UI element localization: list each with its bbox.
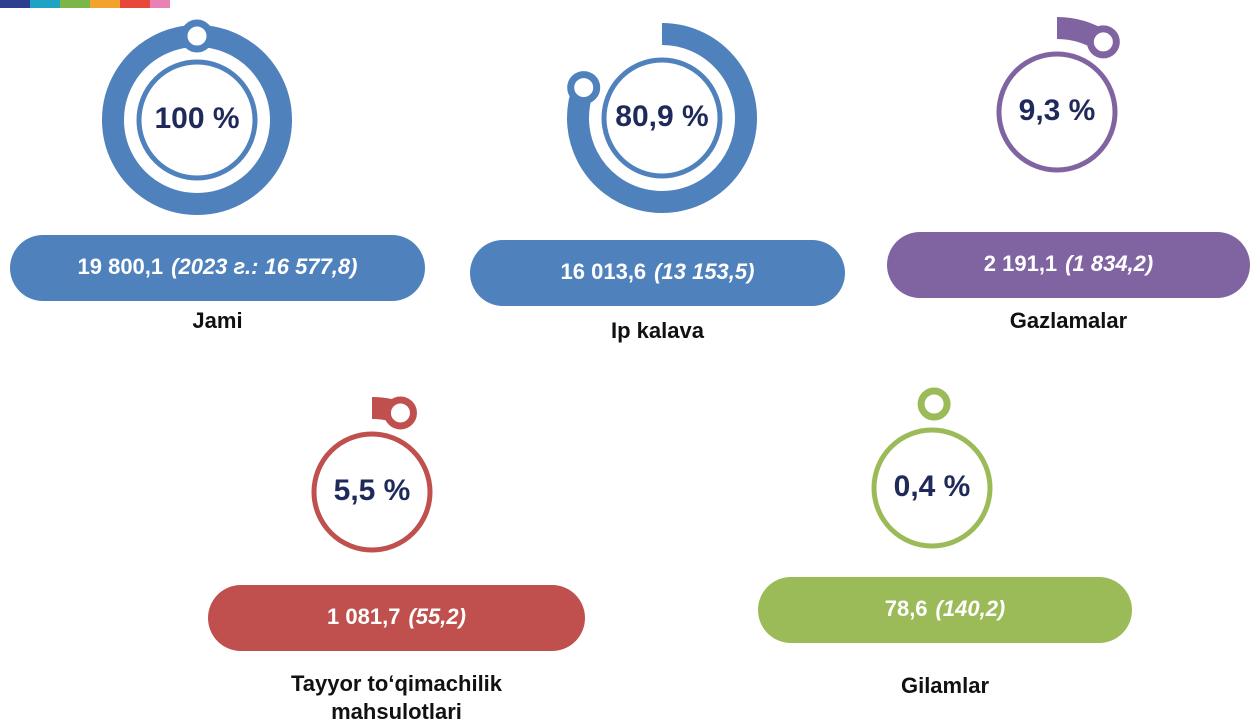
previous-value: (2023 г.: 16 577,8) (171, 254, 357, 279)
item-label: Gazlamalar (1010, 308, 1128, 333)
arc-knob (921, 391, 947, 417)
arc-knob (571, 75, 597, 101)
item-label: mahsulotlari (331, 699, 462, 724)
value-text: 19 800,1 (2023 г.: 16 577,8) (78, 254, 358, 279)
color-strip (0, 0, 170, 8)
percent-label: 9,3 % (1019, 94, 1096, 127)
percent-label: 80,9 % (615, 100, 708, 133)
item-label: Jami (192, 308, 242, 333)
previous-value: (13 153,5) (654, 259, 754, 284)
value: 1 081,7 (327, 604, 400, 629)
value-text: 16 013,6 (13 153,5) (561, 259, 755, 284)
item-label: Tayyor to‘qimachilik (291, 671, 503, 696)
gauge-item: 0,4 % 78,6 (140,2) Gilamlar (758, 391, 1132, 698)
gauge-item: 9,3 % 2 191,1 (1 834,2) Gazlamalar (887, 28, 1250, 333)
gauge-item: 80,9 % 16 013,6 (13 153,5) Ip kalava (470, 34, 845, 343)
infographic: 100 % 19 800,1 (2023 г.: 16 577,8) Jami 80,9… (0, 0, 1252, 726)
value: 16 013,6 (561, 259, 647, 284)
percent-label: 5,5 % (334, 474, 411, 507)
value-text: 1 081,7 (55,2) (327, 604, 466, 629)
previous-value: (140,2) (936, 596, 1006, 621)
arc-knob (1090, 29, 1116, 55)
value-text: 78,6 (140,2) (885, 596, 1006, 621)
value: 2 191,1 (984, 251, 1057, 276)
previous-value: (1 834,2) (1065, 251, 1153, 276)
value: 19 800,1 (78, 254, 164, 279)
gauge-item: 5,5 % 1 081,7 (55,2) Tayyor to‘qimachilik ma… (208, 400, 585, 724)
arc-knob (387, 400, 413, 426)
item-label: Ip kalava (611, 318, 705, 343)
arc-knob (184, 23, 210, 49)
value: 78,6 (885, 596, 928, 621)
percent-label: 0,4 % (894, 470, 971, 503)
percent-label: 100 % (154, 102, 239, 135)
value-text: 2 191,1 (1 834,2) (984, 251, 1153, 276)
previous-value: (55,2) (408, 604, 465, 629)
gauge-item: 100 % 19 800,1 (2023 г.: 16 577,8) Jami (10, 23, 425, 333)
item-label: Gilamlar (901, 673, 989, 698)
